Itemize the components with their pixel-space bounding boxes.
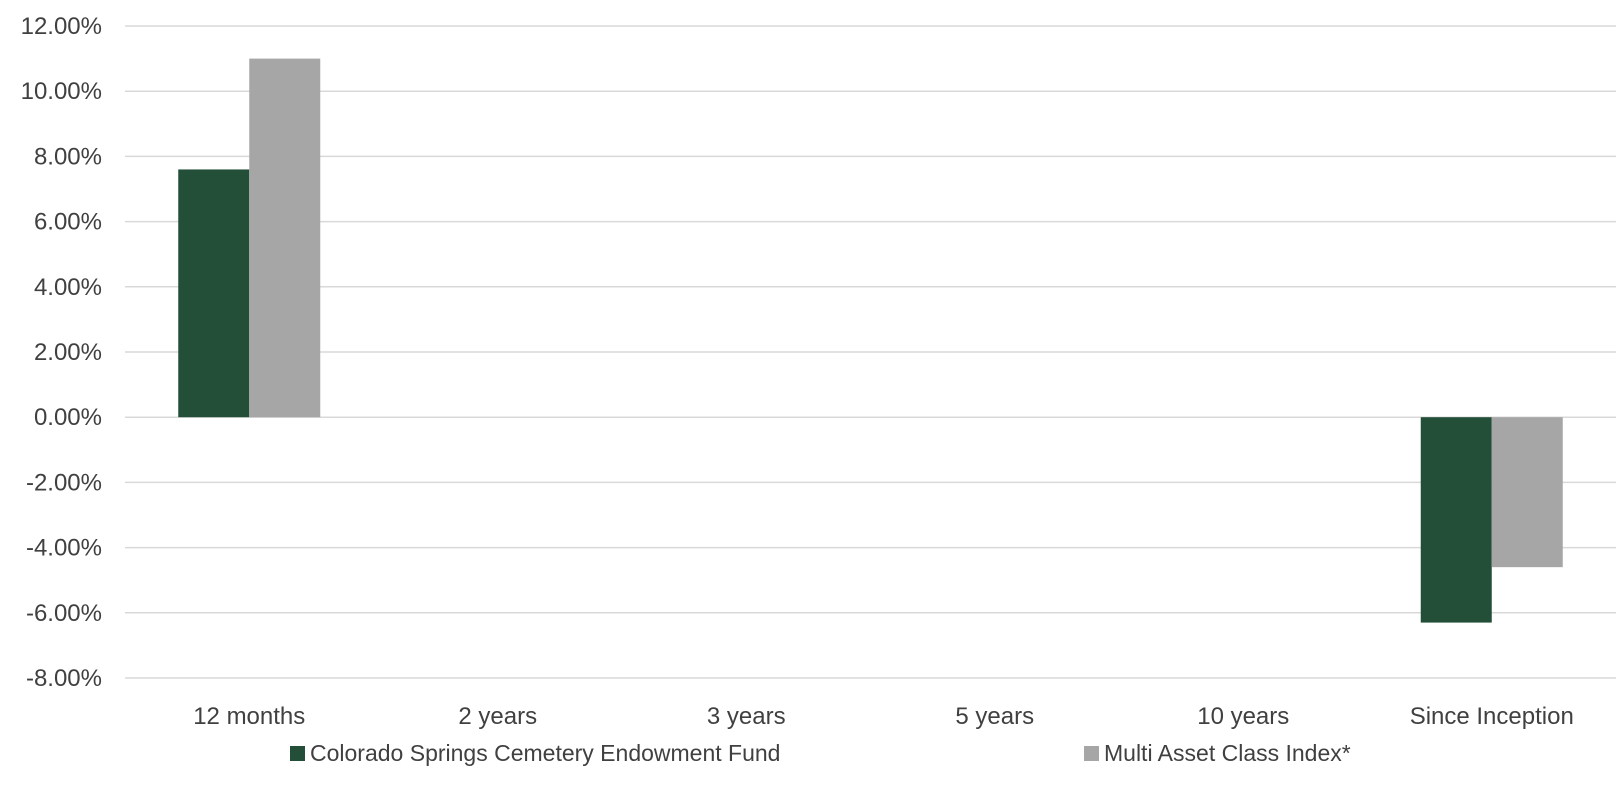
legend-item-fund: Colorado Springs Cemetery Endowment Fund [290, 740, 780, 767]
bar [178, 169, 250, 418]
x-category-label: 12 months [193, 703, 305, 730]
bars [178, 58, 1563, 623]
y-tick-label: 8.00% [34, 143, 102, 170]
x-axis-category-labels: 12 months 2 years 3 years 5 years 10 years Si… [193, 703, 1574, 730]
y-tick-label: 4.00% [34, 274, 102, 301]
bar-chart: 12.00% 10.00% 8.00% 6.00% 4.00% 2.00% 0.00% -2.… [21, 13, 1616, 730]
y-tick-label: 10.00% [21, 78, 102, 105]
y-tick-label: 2.00% [34, 339, 102, 366]
y-tick-label: -8.00% [26, 665, 102, 692]
x-category-label: 2 years [458, 703, 537, 730]
y-axis-tick-labels: 12.00% 10.00% 8.00% 6.00% 4.00% 2.00% 0.00% -2.… [21, 13, 102, 692]
x-category-label: 5 years [955, 703, 1034, 730]
bar [1420, 417, 1492, 623]
legend-label-fund: Colorado Springs Cemetery Endowment Fund [310, 740, 781, 766]
x-category-label: 10 years [1197, 703, 1289, 730]
x-category-label: 3 years [707, 703, 786, 730]
legend-swatch-fund [290, 746, 305, 761]
y-tick-label: 6.00% [34, 209, 102, 236]
y-tick-label: 0.00% [34, 404, 102, 431]
bar [1491, 417, 1563, 568]
y-tick-label: 12.00% [21, 13, 102, 40]
legend-label-index: Multi Asset Class Index* [1104, 740, 1351, 766]
legend: Colorado Springs Cemetery Endowment Fund… [0, 740, 1616, 770]
bar [249, 58, 321, 418]
legend-item-index: Multi Asset Class Index* [1084, 740, 1351, 767]
y-tick-label: -4.00% [26, 535, 102, 562]
y-tick-label: -6.00% [26, 600, 102, 627]
legend-swatch-index [1084, 746, 1099, 761]
x-category-label: Since Inception [1410, 703, 1574, 730]
y-tick-label: -2.00% [26, 469, 102, 496]
gridlines [125, 25, 1616, 679]
